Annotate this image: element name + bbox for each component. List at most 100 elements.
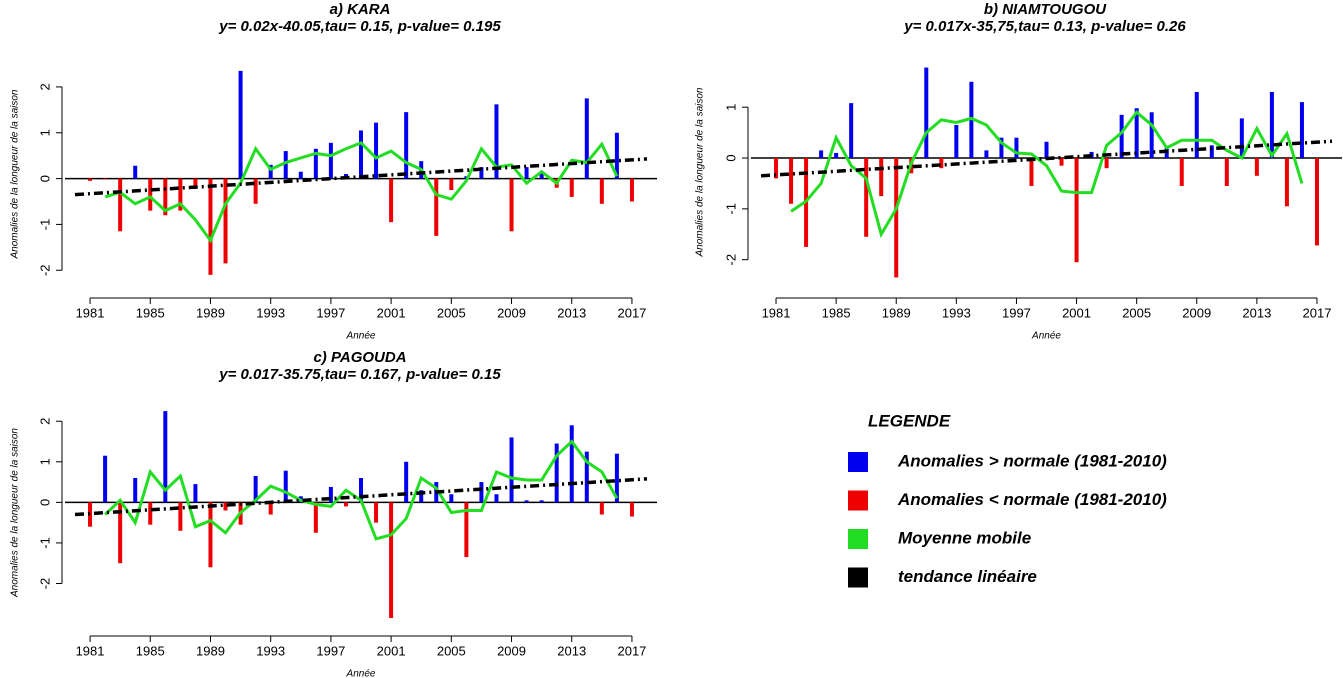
anomaly-bar: [208, 178, 213, 275]
anomaly-bar: [939, 158, 944, 169]
anomaly-bar: [103, 455, 108, 503]
x-tick-label: 2001: [377, 305, 406, 320]
y-axis-title: Anomalies de la longueur de la saison: [10, 428, 21, 598]
x-tick-label: 2009: [497, 643, 526, 658]
y-tick-label: 1: [723, 104, 738, 111]
anomaly-bar: [449, 494, 454, 503]
anomaly-bar: [328, 142, 333, 179]
anomaly-bar: [193, 178, 198, 186]
anomaly-bar: [864, 158, 869, 237]
y-tick-label: 0: [37, 175, 52, 182]
x-tick-label: 2001: [1062, 305, 1091, 320]
legend-label: tendance linéaire: [898, 567, 1037, 586]
x-tick-label: 2009: [1182, 305, 1211, 320]
anomaly-bar: [464, 502, 469, 558]
anomaly-bar: [584, 451, 589, 503]
anomaly-bar: [569, 425, 574, 503]
anomaly-bar: [313, 502, 318, 533]
x-tick-label: 2017: [617, 305, 646, 320]
x-axis-title: Année: [346, 669, 376, 678]
anomaly-bar: [1104, 158, 1109, 169]
anomaly-bar: [133, 165, 138, 179]
anomaly-bar: [509, 178, 514, 232]
anomaly-bar: [954, 124, 959, 159]
anomaly-bar: [894, 158, 899, 278]
moving-average: [790, 110, 1304, 239]
anomaly-bar: [1194, 91, 1199, 159]
y-tick-label: 1: [37, 458, 52, 465]
y-tick-label: 1: [37, 129, 52, 136]
anomaly-bar: [389, 502, 394, 618]
anomaly-bar: [449, 178, 454, 191]
chart-subtitle: y= 0.017-35.75,tau= 0.167, p-value= 0.15: [218, 366, 501, 383]
anomaly-bar: [1119, 114, 1124, 159]
anomaly-bar: [298, 171, 303, 179]
x-tick-label: 1981: [76, 643, 105, 658]
trend-line: [74, 157, 648, 197]
y-tick-label: 2: [37, 83, 52, 90]
anomaly-bar: [1179, 158, 1184, 186]
x-tick-label: 1985: [822, 305, 851, 320]
anomaly-bar: [163, 411, 168, 503]
anomaly-bar: [599, 502, 604, 515]
anomaly-bar: [789, 158, 794, 204]
anomaly-bar: [374, 502, 379, 523]
chart-title: a) KARA: [330, 1, 391, 18]
anomaly-bar: [1239, 118, 1244, 159]
x-tick-label: 1989: [882, 305, 911, 320]
x-tick-label: 2005: [437, 305, 466, 320]
anomaly-bar: [163, 178, 168, 216]
y-tick-label: 2: [37, 418, 52, 425]
anomaly-bar: [819, 150, 824, 159]
anomaly-bar: [253, 178, 258, 204]
chart-title: b) NIAMTOUGOU: [984, 1, 1107, 18]
trend-line: [74, 477, 648, 517]
legend-label: Anomalies > normale (1981-2010): [897, 451, 1167, 470]
anomaly-bar: [479, 482, 484, 503]
anomaly-bar: [223, 178, 228, 264]
moving-average: [104, 439, 619, 541]
anomaly-bar: [569, 178, 574, 197]
anomaly-bar: [774, 158, 779, 179]
x-tick-label: 2017: [1303, 305, 1332, 320]
anomaly-bar: [268, 502, 273, 515]
anomaly-bar: [343, 502, 348, 507]
x-tick-label: 2013: [557, 305, 586, 320]
legend-swatch: [848, 529, 868, 549]
x-tick-label: 2009: [497, 305, 526, 320]
x-tick-label: 1997: [316, 643, 345, 658]
anomaly-bar: [374, 122, 379, 179]
x-tick-label: 2017: [617, 643, 646, 658]
anomaly-bar: [524, 500, 529, 503]
anomaly-bar: [539, 500, 544, 503]
anomaly-bar: [148, 502, 153, 525]
anomaly-bar: [238, 70, 243, 179]
anomaly-bar: [1044, 141, 1049, 159]
anomaly-bar: [524, 167, 529, 179]
y-tick-label: -2: [37, 264, 52, 276]
anomaly-bar: [614, 132, 619, 179]
anomaly-bar: [494, 494, 499, 503]
anomaly-bar: [328, 486, 333, 503]
y-tick-label: -1: [37, 537, 52, 549]
anomaly-bar: [539, 171, 544, 179]
anomaly-bar: [268, 164, 273, 179]
anomaly-bar: [223, 502, 228, 511]
anomaly-bar: [1299, 102, 1304, 159]
anomaly-bar: [118, 178, 123, 232]
anomaly-bar: [1314, 158, 1319, 246]
anomaly-bar: [359, 478, 363, 503]
anomaly-bar: [389, 178, 394, 223]
anomaly-bar: [924, 67, 929, 159]
anomaly-bar: [88, 502, 93, 527]
anomaly-bar: [133, 478, 138, 503]
anomaly-bar: [313, 148, 318, 179]
x-tick-label: 1993: [256, 643, 285, 658]
anomaly-bar: [629, 502, 634, 517]
legend-title: LEGENDE: [868, 411, 951, 430]
anomaly-bar: [1074, 158, 1079, 263]
x-tick-label: 1993: [942, 305, 971, 320]
y-tick-label: 0: [723, 154, 738, 161]
x-tick-label: 2005: [1122, 305, 1151, 320]
